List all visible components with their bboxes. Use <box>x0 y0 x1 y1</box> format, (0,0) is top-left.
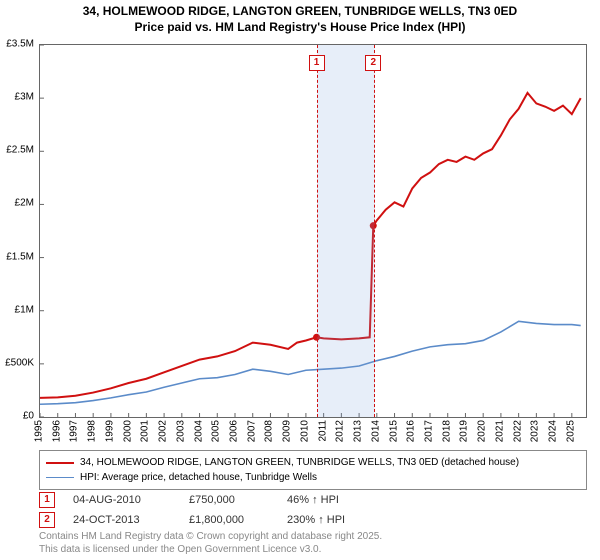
x-axis-tick: 2008 <box>264 420 275 442</box>
x-axis-tick: 2012 <box>335 420 346 442</box>
x-axis-tick: 2002 <box>158 420 169 442</box>
y-axis-tick: £500K <box>0 357 34 368</box>
legend-label: HPI: Average price, detached house, Tunb… <box>80 470 317 485</box>
x-axis-tick: 1996 <box>51 420 62 442</box>
x-axis-tick: 2019 <box>459 420 470 442</box>
x-axis-tick: 2016 <box>406 420 417 442</box>
sale-date: 24-OCT-2013 <box>73 514 171 526</box>
sale-marker-2: 2 <box>365 55 381 71</box>
chart-svg <box>40 45 586 417</box>
sale-date: 04-AUG-2010 <box>73 494 171 506</box>
x-axis-tick: 2001 <box>140 420 151 442</box>
sale-row: 2 24-OCT-2013 £1,800,000 230% ↑ HPI <box>39 512 587 528</box>
x-axis-tick: 2018 <box>441 420 452 442</box>
y-axis-tick: £3.5M <box>0 39 34 50</box>
x-axis-tick: 1997 <box>69 420 80 442</box>
series-hpi <box>40 321 581 404</box>
title-line-2: Price paid vs. HM Land Registry's House … <box>0 20 600 36</box>
x-axis-tick: 2021 <box>494 420 505 442</box>
x-axis-tick: 2014 <box>370 420 381 442</box>
x-axis-tick: 1995 <box>34 420 45 442</box>
legend-swatch <box>46 462 74 464</box>
title-line-1: 34, HOLMEWOOD RIDGE, LANGTON GREEN, TUNB… <box>0 4 600 20</box>
sale-marker-1: 1 <box>309 55 325 71</box>
x-axis-tick: 2020 <box>477 420 488 442</box>
x-axis-tick: 2000 <box>122 420 133 442</box>
y-axis-tick: £1.5M <box>0 251 34 262</box>
x-axis-tick: 2024 <box>548 420 559 442</box>
x-axis-tick: 2017 <box>424 420 435 442</box>
highlight-band <box>317 45 376 417</box>
x-axis-tick: 2004 <box>193 420 204 442</box>
x-axis-tick: 2006 <box>229 420 240 442</box>
x-axis-tick: 2009 <box>282 420 293 442</box>
sale-hpi: 230% ↑ HPI <box>287 514 345 526</box>
chart-plot-area: 12 <box>39 44 587 418</box>
y-axis-tick: £3M <box>0 92 34 103</box>
legend-label: 34, HOLMEWOOD RIDGE, LANGTON GREEN, TUNB… <box>80 455 519 470</box>
sale-price: £1,800,000 <box>189 514 269 526</box>
sale-row-marker: 1 <box>39 492 55 508</box>
sale-hpi: 46% ↑ HPI <box>287 494 339 506</box>
credits-line-1: Contains HM Land Registry data © Crown c… <box>39 530 587 543</box>
chart-title: 34, HOLMEWOOD RIDGE, LANGTON GREEN, TUNB… <box>0 0 600 35</box>
x-axis-tick: 2010 <box>299 420 310 442</box>
y-axis-tick: £1M <box>0 304 34 315</box>
x-axis-tick: 1998 <box>87 420 98 442</box>
x-axis-tick: 2023 <box>530 420 541 442</box>
x-axis-tick: 2011 <box>317 420 328 442</box>
legend-item-hpi: HPI: Average price, detached house, Tunb… <box>46 470 580 485</box>
credits: Contains HM Land Registry data © Crown c… <box>39 530 587 556</box>
x-axis-tick: 2025 <box>565 420 576 442</box>
x-axis-tick: 2007 <box>246 420 257 442</box>
x-axis-tick: 2015 <box>388 420 399 442</box>
x-axis-tick: 2013 <box>353 420 364 442</box>
chart-legend: 34, HOLMEWOOD RIDGE, LANGTON GREEN, TUNB… <box>39 450 587 490</box>
sale-row: 1 04-AUG-2010 £750,000 46% ↑ HPI <box>39 492 587 508</box>
y-axis-tick: £0 <box>0 411 34 422</box>
sale-row-marker: 2 <box>39 512 55 528</box>
legend-swatch <box>46 477 74 478</box>
x-axis-tick: 1999 <box>104 420 115 442</box>
y-axis-tick: £2.5M <box>0 145 34 156</box>
x-axis-tick: 2005 <box>211 420 222 442</box>
sale-price: £750,000 <box>189 494 269 506</box>
series-property <box>40 93 581 398</box>
y-axis-tick: £2M <box>0 198 34 209</box>
credits-line-2: This data is licensed under the Open Gov… <box>39 543 587 556</box>
sales-table: 1 04-AUG-2010 £750,000 46% ↑ HPI 2 24-OCT-201… <box>39 492 587 532</box>
legend-item-property: 34, HOLMEWOOD RIDGE, LANGTON GREEN, TUNB… <box>46 455 580 470</box>
x-axis-tick: 2022 <box>512 420 523 442</box>
x-axis-tick: 2003 <box>175 420 186 442</box>
